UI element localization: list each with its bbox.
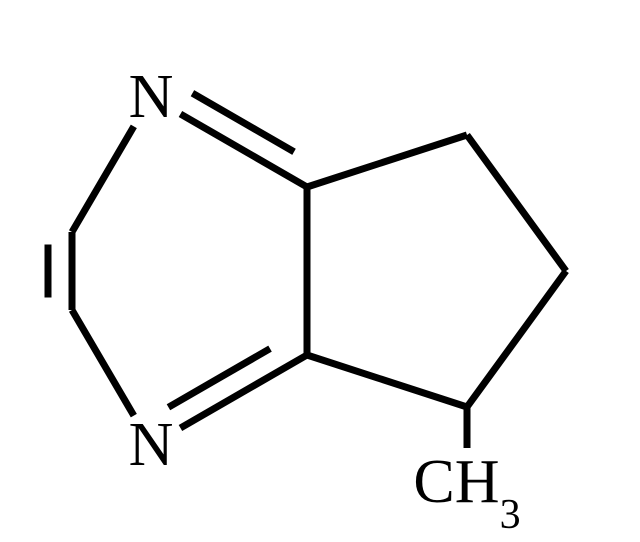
atom-label-N4: N <box>129 411 174 479</box>
bond <box>72 126 134 232</box>
bond <box>467 135 566 271</box>
bond <box>307 135 467 187</box>
molecule-diagram: N N CH3 <box>0 0 640 542</box>
bond-inner <box>192 93 294 152</box>
atom-label-Cme: CH3 <box>413 448 520 538</box>
bond <box>467 271 566 407</box>
bond <box>307 355 467 407</box>
atom-label-N1: N <box>129 63 174 131</box>
bond-inner <box>168 349 270 408</box>
bond <box>72 310 134 416</box>
